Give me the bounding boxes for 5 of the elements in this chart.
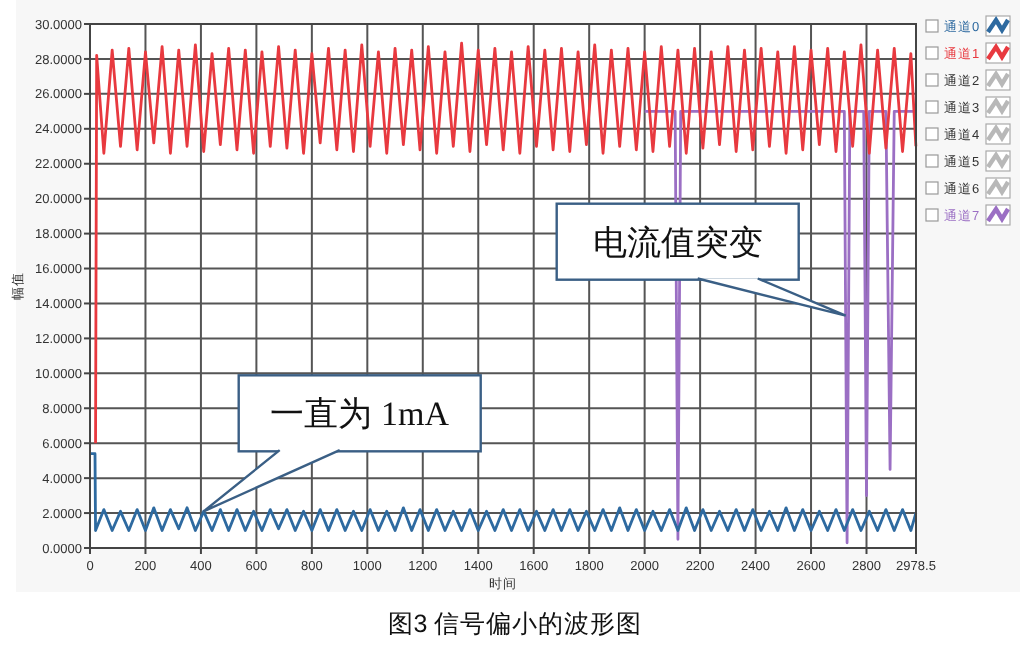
annotation: 一直为 1mA <box>270 395 451 434</box>
line-series <box>94 41 918 445</box>
annotation: 电流值突变 <box>592 223 763 262</box>
text: 图3 信号偏小的波形图 <box>387 610 643 638</box>
line-series <box>88 452 918 532</box>
